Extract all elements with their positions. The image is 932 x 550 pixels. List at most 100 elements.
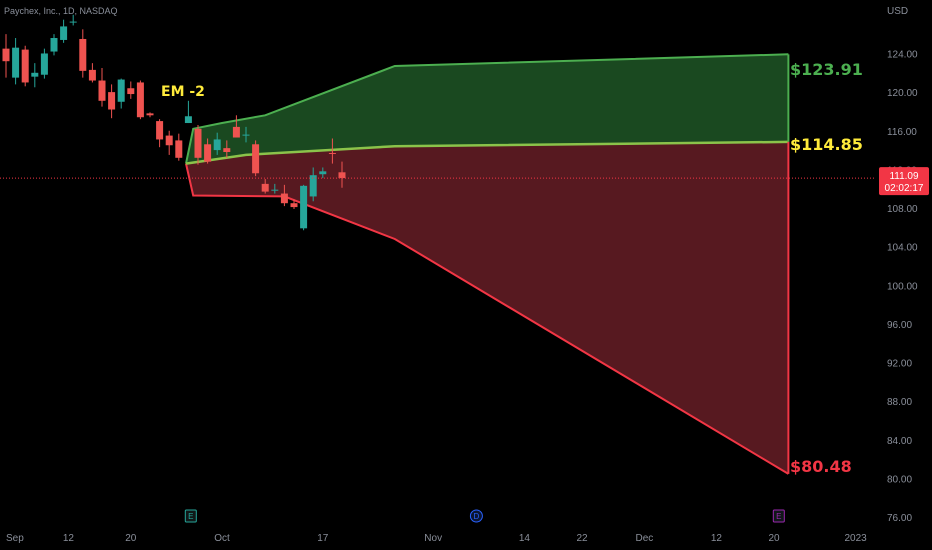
y-tick-label: 116.00 — [887, 127, 917, 138]
upper-band-fill — [186, 54, 789, 164]
marker-letter: E — [776, 512, 781, 521]
candle — [98, 67, 106, 107]
candle — [88, 63, 96, 83]
candle — [117, 78, 125, 109]
x-tick-label: 17 — [317, 533, 329, 544]
candle-body — [88, 69, 96, 81]
candle-body — [300, 185, 308, 229]
marker-letter: D — [474, 512, 480, 521]
candle-body — [31, 72, 39, 77]
candle-body — [108, 92, 116, 110]
chart-title: Paychex, Inc., 1D, NASDAQ — [4, 6, 118, 16]
upper-target-label: $123.91 — [790, 60, 863, 79]
x-tick-label: Sep — [6, 533, 24, 544]
x-tick-label: 12 — [63, 533, 75, 544]
candle-body — [21, 49, 29, 83]
candle — [280, 184, 288, 207]
candle — [127, 81, 135, 99]
x-tick-label: 12 — [711, 533, 723, 544]
candle-body — [290, 203, 298, 208]
candle-body — [156, 121, 164, 140]
candle — [204, 138, 212, 164]
candle-body — [117, 79, 125, 102]
x-tick-label: Nov — [424, 533, 442, 544]
candle — [184, 100, 192, 124]
candle — [223, 140, 231, 158]
candle-body — [40, 53, 48, 75]
candle — [69, 14, 77, 26]
candle-body — [309, 175, 317, 197]
candle — [156, 119, 164, 148]
x-tick-label: Oct — [214, 533, 230, 544]
candle-body — [213, 139, 221, 151]
y-tick-label: 92.00 — [887, 359, 912, 370]
earnings-marker: E — [184, 509, 197, 523]
y-tick-label: 88.00 — [887, 397, 912, 408]
time-axis[interactable]: Sep 12 20 Oct 17 Nov 14 22 Dec 12 20 2023 — [6, 533, 867, 544]
candle-body — [165, 135, 173, 146]
x-tick-label: 20 — [768, 533, 780, 544]
mid-target-label: $114.85 — [790, 135, 863, 154]
candle-body — [2, 48, 10, 62]
candle-body — [127, 88, 135, 95]
currency-label: USD — [887, 6, 908, 17]
candle-body — [60, 26, 68, 40]
candle-body — [280, 193, 288, 204]
candle — [31, 63, 39, 88]
y-tick-label: 108.00 — [887, 204, 918, 215]
marker-shape — [772, 509, 785, 523]
candle — [60, 19, 68, 43]
candle — [290, 199, 298, 210]
upper-band-line — [185, 53, 789, 164]
candle — [252, 140, 260, 177]
candle-body — [184, 116, 192, 124]
lower-band-fill — [186, 141, 789, 474]
candle — [213, 132, 221, 155]
candle-body — [98, 80, 106, 101]
mid-band-line — [185, 140, 789, 165]
candle — [108, 84, 116, 119]
x-tick-label: 20 — [125, 533, 137, 544]
candle — [194, 124, 202, 165]
bar-countdown: 02:02:17 — [885, 183, 924, 194]
x-tick-label: Dec — [636, 533, 654, 544]
x-tick-label: 14 — [519, 533, 531, 544]
candle — [165, 130, 173, 155]
candle — [12, 38, 20, 85]
candle — [300, 184, 308, 231]
candle-series — [2, 14, 346, 231]
x-tick-label: 2023 — [844, 533, 867, 544]
candle-body — [204, 144, 212, 162]
candle — [40, 48, 48, 79]
marker-shape — [184, 509, 197, 523]
candle-body — [69, 21, 77, 23]
marker-letter: E — [188, 512, 193, 521]
expected-move-label: EM -2 — [161, 84, 205, 100]
candle-body — [175, 140, 183, 158]
y-tick-label: 96.00 — [887, 320, 912, 331]
y-tick-label: 100.00 — [887, 281, 918, 292]
candle — [146, 112, 154, 118]
candle — [242, 126, 250, 143]
candle — [232, 115, 240, 138]
last-price-badge: 111.09 02:02:17 — [879, 167, 929, 196]
y-tick-label: 76.00 — [887, 513, 912, 524]
candle — [175, 133, 183, 161]
lower-target-label: $80.48 — [790, 457, 852, 476]
y-tick-label: 124.00 — [887, 49, 918, 60]
candle-body — [242, 134, 250, 136]
candle-body — [328, 152, 336, 154]
candle — [2, 34, 10, 78]
candle-body — [271, 189, 279, 191]
y-tick-label: 120.00 — [887, 88, 918, 99]
candle-body — [146, 113, 154, 116]
candle — [338, 161, 346, 188]
candle-body — [79, 38, 87, 71]
candle — [50, 34, 58, 56]
candle-body — [12, 47, 20, 78]
marker-shape — [469, 509, 483, 523]
candle — [136, 80, 144, 120]
candle-body — [136, 82, 144, 118]
